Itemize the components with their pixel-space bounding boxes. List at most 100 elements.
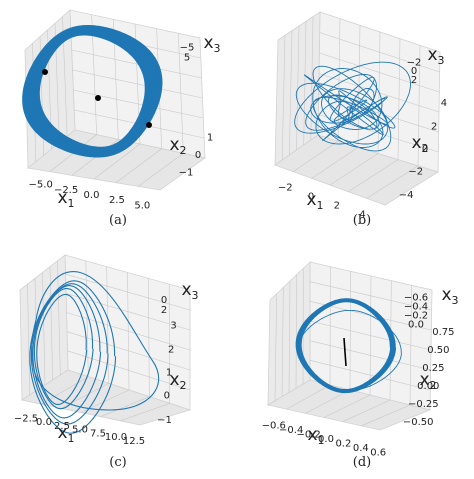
- panel-caption: (b): [353, 213, 371, 228]
- grid-line: [120, 403, 170, 422]
- x2-tick-label: 2: [431, 122, 437, 133]
- panel-caption: (a): [109, 213, 127, 228]
- grid-line: [348, 159, 399, 192]
- x3-tick-label: −0.6: [404, 293, 428, 304]
- data-point: [95, 95, 101, 101]
- x1-tick-label: 2: [334, 201, 340, 212]
- x2-tick-label: 0: [422, 144, 428, 155]
- x3-axis-subscript: 3: [438, 54, 445, 67]
- panel-c: −2.50.0 2.5 5.0 7.510.012.5x1−10123x202x3(c…: [14, 254, 199, 470]
- x2-axis-subscript: 2: [180, 144, 187, 157]
- series-trajectory-band: [295, 298, 402, 394]
- x2-tick-label: −1: [157, 415, 172, 426]
- data-point: [42, 69, 48, 75]
- grid-line: [295, 274, 297, 389]
- grid-line: [27, 284, 30, 396]
- x1-tick-label: 2.5: [109, 195, 125, 206]
- grid-line: [323, 394, 371, 418]
- x1-tick-label: −5.0: [29, 180, 53, 191]
- x3-axis-label: x3: [441, 285, 458, 307]
- grid-line: [49, 266, 53, 381]
- x2-tick-label: 0.50: [427, 345, 449, 356]
- grid-line: [366, 165, 419, 199]
- x1-tick-label: 0.0: [84, 190, 100, 201]
- grid-line: [100, 396, 150, 417]
- x1-tick-label: −2.5: [54, 185, 78, 196]
- x2-axis-subscript: 2: [180, 379, 187, 392]
- x1-tick-label: −2.5: [14, 413, 38, 424]
- x1-tick-label: 0: [308, 192, 314, 203]
- grid-line: [342, 399, 391, 422]
- series-trajectory-line: [29, 280, 117, 434]
- x1-tick-label: 7.5: [90, 428, 106, 439]
- grid-line: [67, 350, 191, 391]
- grid-line: [303, 21, 307, 146]
- x2-tick-label: 0.25: [422, 363, 444, 374]
- x2-tick-label: −1: [179, 168, 194, 179]
- x1-tick-label: 0.6: [370, 448, 386, 459]
- x3-tick-label: 2: [411, 75, 417, 86]
- grid-line: [274, 293, 277, 401]
- grid-line: [115, 148, 162, 183]
- x1-tick-label: 12.5: [123, 436, 145, 447]
- series-trajectory-line: [22, 25, 163, 158]
- x1-tick-label: −0.4: [279, 425, 303, 436]
- x1-tick-label: 5.0: [134, 200, 150, 211]
- x2-tick-label: 4: [441, 98, 447, 109]
- grid-line: [361, 404, 411, 427]
- x3-tick-label: −0.4: [404, 302, 428, 313]
- x2-tick-label: 0.75: [432, 327, 454, 338]
- x1-axis-subscript: 1: [317, 199, 324, 212]
- x2-tick-label: 1: [207, 133, 213, 144]
- grid-line: [57, 260, 61, 376]
- x1-axis-subscript: 1: [68, 197, 75, 210]
- x2-tick-label: −0.25: [408, 399, 439, 410]
- x3-tick-label: 2: [161, 305, 167, 316]
- x2-tick-label: 0.00: [417, 381, 439, 392]
- x1-tick-label: 0.4: [353, 443, 369, 454]
- x1-axis-subscript: 1: [68, 432, 75, 445]
- x1-tick-label: 5.0: [72, 425, 88, 436]
- series-trajectory-line: [294, 61, 411, 152]
- series-trajectory-line: [295, 298, 397, 394]
- grid-line: [289, 30, 293, 156]
- x2-tick-label: 2: [168, 344, 174, 355]
- x3-axis-subscript: 3: [192, 289, 199, 302]
- data-point: [146, 122, 152, 128]
- x1-axis-label: x1: [306, 190, 323, 212]
- grid-line: [309, 360, 431, 391]
- series-trajectory-line: [36, 293, 88, 405]
- x3-tick-label: 5: [184, 53, 190, 64]
- x2-tick-label: −0.50: [403, 417, 434, 428]
- series-trajectory-line: [32, 285, 102, 419]
- grid-line: [293, 140, 339, 172]
- x2-tick-label: 0: [195, 150, 201, 161]
- grid-line: [288, 280, 291, 393]
- grid-line: [137, 153, 184, 187]
- x2-axis-subscript: 2: [430, 379, 437, 392]
- series-trajectory-group: [29, 271, 160, 434]
- x1-tick-label: −2: [278, 183, 293, 194]
- x3-axis-label: x3: [203, 33, 220, 55]
- x1-axis-subscript: 1: [318, 434, 325, 447]
- panel-caption: (c): [109, 455, 126, 470]
- x2-tick-label: −2: [408, 166, 423, 177]
- series-trajectory-line: [31, 271, 160, 411]
- x3-axis-label: x3: [181, 280, 198, 302]
- grid-line: [281, 287, 284, 397]
- x1-tick-label: 10.0: [105, 432, 127, 443]
- grid-line: [281, 35, 286, 161]
- x2-tick-label: −4: [399, 190, 414, 201]
- x3-tick-label: −5: [180, 43, 195, 54]
- panel-d: −0.6−0.4−0.20.0 0.2 0.4 0.6x1−0.50−0.250.00…: [262, 261, 459, 470]
- x1-tick-label: 0.0: [318, 434, 334, 445]
- series-trajectory-line: [33, 287, 94, 410]
- x1-tick-label: 0.2: [335, 439, 351, 450]
- x3-tick-label: −2: [407, 57, 422, 68]
- grid-line: [329, 153, 379, 186]
- grid-line: [305, 389, 351, 414]
- x1-tick-label: 4: [359, 210, 365, 221]
- x1-tick-label: −0.2: [296, 430, 320, 441]
- x2-tick-label: 1: [166, 368, 172, 379]
